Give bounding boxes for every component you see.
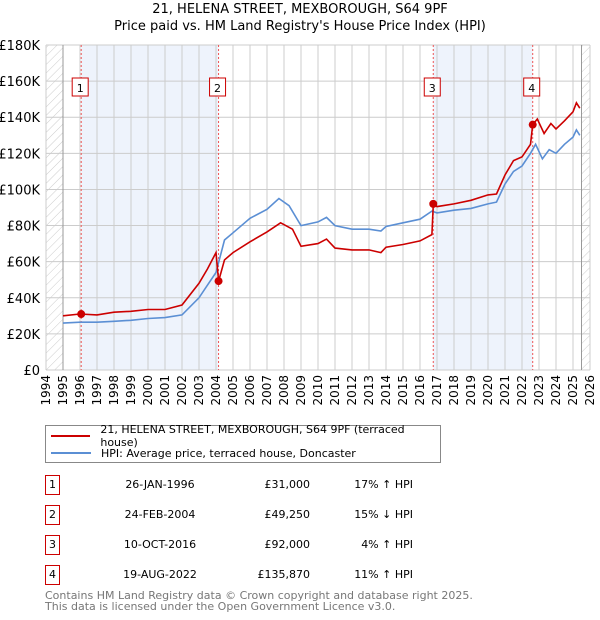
x-tick-label: 2013 bbox=[362, 375, 376, 406]
x-tick-label: 2016 bbox=[413, 375, 427, 406]
chart-subtitle: Price paid vs. HM Land Registry's House … bbox=[114, 19, 486, 34]
x-tick-label: 2025 bbox=[566, 375, 580, 406]
sale-number-box bbox=[71, 77, 89, 97]
y-tick-label: £60K bbox=[7, 256, 41, 271]
x-tick-label: 2023 bbox=[532, 375, 546, 406]
sale-number-box bbox=[209, 77, 227, 97]
x-tick-label: 2007 bbox=[260, 375, 274, 406]
hpi-diff: 11% ↑ HPI bbox=[354, 568, 413, 581]
sale-number-box bbox=[423, 77, 441, 97]
sale-price: £49,250 bbox=[264, 508, 311, 521]
sale-number-badge: 1 bbox=[45, 475, 60, 495]
x-tick-label: 2019 bbox=[464, 375, 478, 406]
hpi-diff: 15% ↓ HPI bbox=[354, 508, 413, 521]
blue-line-swatch bbox=[51, 452, 91, 454]
x-tick-label: 2004 bbox=[209, 375, 223, 406]
x-tick-label: 2000 bbox=[141, 375, 155, 406]
legend-item-hpi: HPI: Average price, terraced house, Donc… bbox=[51, 445, 356, 461]
x-tick-label: 2014 bbox=[379, 375, 393, 406]
shaded-band bbox=[81, 45, 219, 370]
x-tick-label: 2015 bbox=[396, 375, 410, 406]
x-tick-label: 2017 bbox=[430, 375, 444, 406]
sale-point bbox=[77, 310, 86, 319]
x-tick-label: 2011 bbox=[328, 375, 342, 406]
footer-copyright: Contains HM Land Registry data © Crown c… bbox=[45, 589, 473, 602]
hpi-line bbox=[62, 128, 581, 324]
chart-title: 21, HELENA STREET, MEXBOROUGH, S64 9PF bbox=[152, 2, 448, 17]
x-tick-label: 2012 bbox=[345, 375, 359, 406]
hatched-area-after bbox=[581, 45, 590, 370]
sale-date: 24-FEB-2004 bbox=[124, 508, 196, 521]
sale-number-label: 1 bbox=[77, 82, 84, 95]
x-tick-label: 2008 bbox=[277, 375, 291, 406]
table-row: 1 26-JAN-1996 £31,000 17% ↑ HPI bbox=[45, 475, 445, 495]
sale-price: £92,000 bbox=[264, 538, 311, 551]
y-tick-label: £100K bbox=[0, 183, 40, 198]
sale-date: 19-AUG-2022 bbox=[123, 568, 197, 581]
hatched-area-before bbox=[46, 45, 63, 370]
legend: 21, HELENA STREET, MEXBOROUGH, S64 9PF (… bbox=[45, 423, 441, 463]
y-tick-label: £180K bbox=[0, 39, 40, 54]
shaded-band bbox=[433, 45, 533, 370]
y-tick-label: £40K bbox=[7, 292, 41, 307]
legend-item-property: 21, HELENA STREET, MEXBOROUGH, S64 9PF (… bbox=[51, 423, 440, 449]
table-row: 2 24-FEB-2004 £49,250 15% ↓ HPI bbox=[45, 505, 445, 525]
y-tick-label: £80K bbox=[7, 220, 41, 235]
red-line-swatch bbox=[51, 435, 91, 437]
y-tick-label: £140K bbox=[0, 111, 40, 126]
sale-number-box bbox=[523, 77, 541, 97]
x-tick-label: 2022 bbox=[515, 375, 529, 406]
sale-number-badge: 4 bbox=[45, 565, 60, 585]
y-tick-label: £20K bbox=[7, 328, 41, 343]
y-tick-label: £120K bbox=[0, 147, 40, 162]
legend-label: HPI: Average price, terraced house, Donc… bbox=[101, 446, 356, 460]
table-row: 3 10-OCT-2016 £92,000 4% ↑ HPI bbox=[45, 535, 445, 555]
x-tick-label: 1995 bbox=[56, 375, 70, 406]
sale-number-label: 2 bbox=[214, 82, 221, 95]
x-tick-label: 2020 bbox=[481, 375, 495, 406]
x-tick-label: 2018 bbox=[447, 375, 461, 406]
x-tick-label: 2006 bbox=[243, 375, 257, 406]
x-tick-label: 2010 bbox=[311, 375, 325, 406]
x-tick-label: 1997 bbox=[90, 375, 104, 406]
x-tick-label: 1999 bbox=[124, 375, 138, 406]
x-tick-label: 2009 bbox=[294, 375, 308, 406]
x-tick-label: 2005 bbox=[226, 375, 240, 406]
sale-number-label: 4 bbox=[528, 82, 535, 95]
hpi-diff: 4% ↑ HPI bbox=[361, 538, 413, 551]
footer-licence: This data is licensed under the Open Gov… bbox=[45, 600, 396, 613]
sale-number-label: 3 bbox=[429, 82, 436, 95]
x-tick-label: 2026 bbox=[583, 375, 597, 406]
y-tick-label: £0 bbox=[23, 364, 40, 379]
sale-date: 26-JAN-1996 bbox=[125, 478, 195, 491]
price-chart: £0 £20K £40K £60K £80K £100K £120K £140K £160K £1… bbox=[0, 39, 597, 406]
sale-point bbox=[214, 277, 223, 286]
x-tick-label: 2003 bbox=[192, 375, 206, 406]
legend-label: 21, HELENA STREET, MEXBOROUGH, S64 9PF (… bbox=[100, 423, 405, 449]
x-tick-label: 1996 bbox=[73, 375, 87, 406]
sale-point bbox=[429, 199, 438, 208]
x-tick-label: 1998 bbox=[107, 375, 121, 406]
sale-price: £31,000 bbox=[264, 478, 311, 491]
sale-number-badge: 2 bbox=[45, 505, 60, 525]
y-tick-label: £160K bbox=[0, 75, 40, 90]
sale-number-badge: 3 bbox=[45, 535, 60, 555]
hpi-diff: 17% ↑ HPI bbox=[354, 478, 413, 491]
x-tick-label: 2001 bbox=[158, 375, 172, 406]
sale-point bbox=[528, 120, 537, 129]
x-tick-label: 1994 bbox=[39, 375, 53, 406]
x-tick-label: 2021 bbox=[498, 375, 512, 406]
sale-price: £135,870 bbox=[257, 568, 311, 581]
table-row: 4 19-AUG-2022 £135,870 11% ↑ HPI bbox=[45, 565, 445, 585]
sale-date: 10-OCT-2016 bbox=[123, 538, 197, 551]
x-tick-label: 2002 bbox=[175, 375, 189, 406]
x-tick-label: 2024 bbox=[549, 375, 563, 406]
